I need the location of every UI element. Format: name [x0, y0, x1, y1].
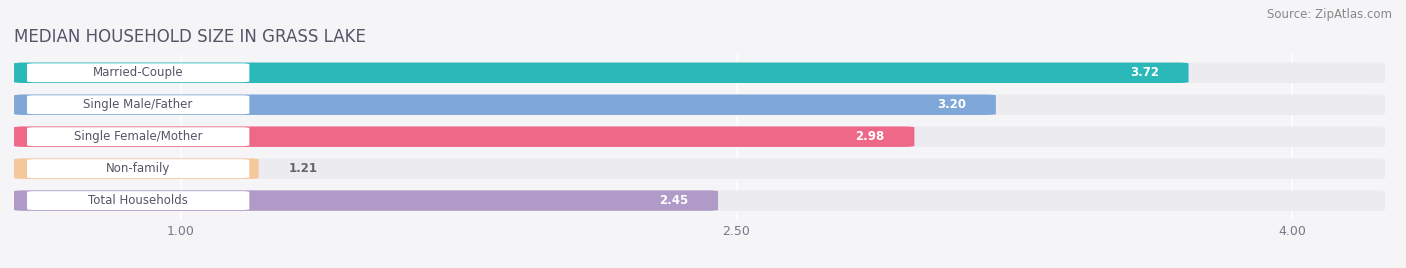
FancyBboxPatch shape	[14, 95, 1385, 115]
FancyBboxPatch shape	[14, 126, 914, 147]
Text: Non-family: Non-family	[105, 162, 170, 175]
FancyBboxPatch shape	[14, 190, 1385, 211]
Text: 3.20: 3.20	[938, 98, 966, 111]
Text: 2.45: 2.45	[659, 194, 689, 207]
FancyBboxPatch shape	[27, 127, 249, 146]
Text: Source: ZipAtlas.com: Source: ZipAtlas.com	[1267, 8, 1392, 21]
FancyBboxPatch shape	[14, 158, 259, 179]
Text: 3.72: 3.72	[1130, 66, 1159, 79]
Text: Married-Couple: Married-Couple	[93, 66, 184, 79]
Text: Single Male/Father: Single Male/Father	[83, 98, 193, 111]
FancyBboxPatch shape	[27, 63, 249, 82]
Text: Total Households: Total Households	[89, 194, 188, 207]
FancyBboxPatch shape	[14, 62, 1385, 83]
FancyBboxPatch shape	[27, 159, 249, 178]
Text: Single Female/Mother: Single Female/Mother	[75, 130, 202, 143]
FancyBboxPatch shape	[14, 95, 995, 115]
FancyBboxPatch shape	[14, 126, 1385, 147]
FancyBboxPatch shape	[14, 190, 718, 211]
Text: 1.21: 1.21	[288, 162, 318, 175]
Text: MEDIAN HOUSEHOLD SIZE IN GRASS LAKE: MEDIAN HOUSEHOLD SIZE IN GRASS LAKE	[14, 28, 366, 46]
FancyBboxPatch shape	[14, 62, 1188, 83]
FancyBboxPatch shape	[27, 95, 249, 114]
FancyBboxPatch shape	[27, 191, 249, 210]
FancyBboxPatch shape	[14, 158, 1385, 179]
Text: 2.98: 2.98	[855, 130, 884, 143]
